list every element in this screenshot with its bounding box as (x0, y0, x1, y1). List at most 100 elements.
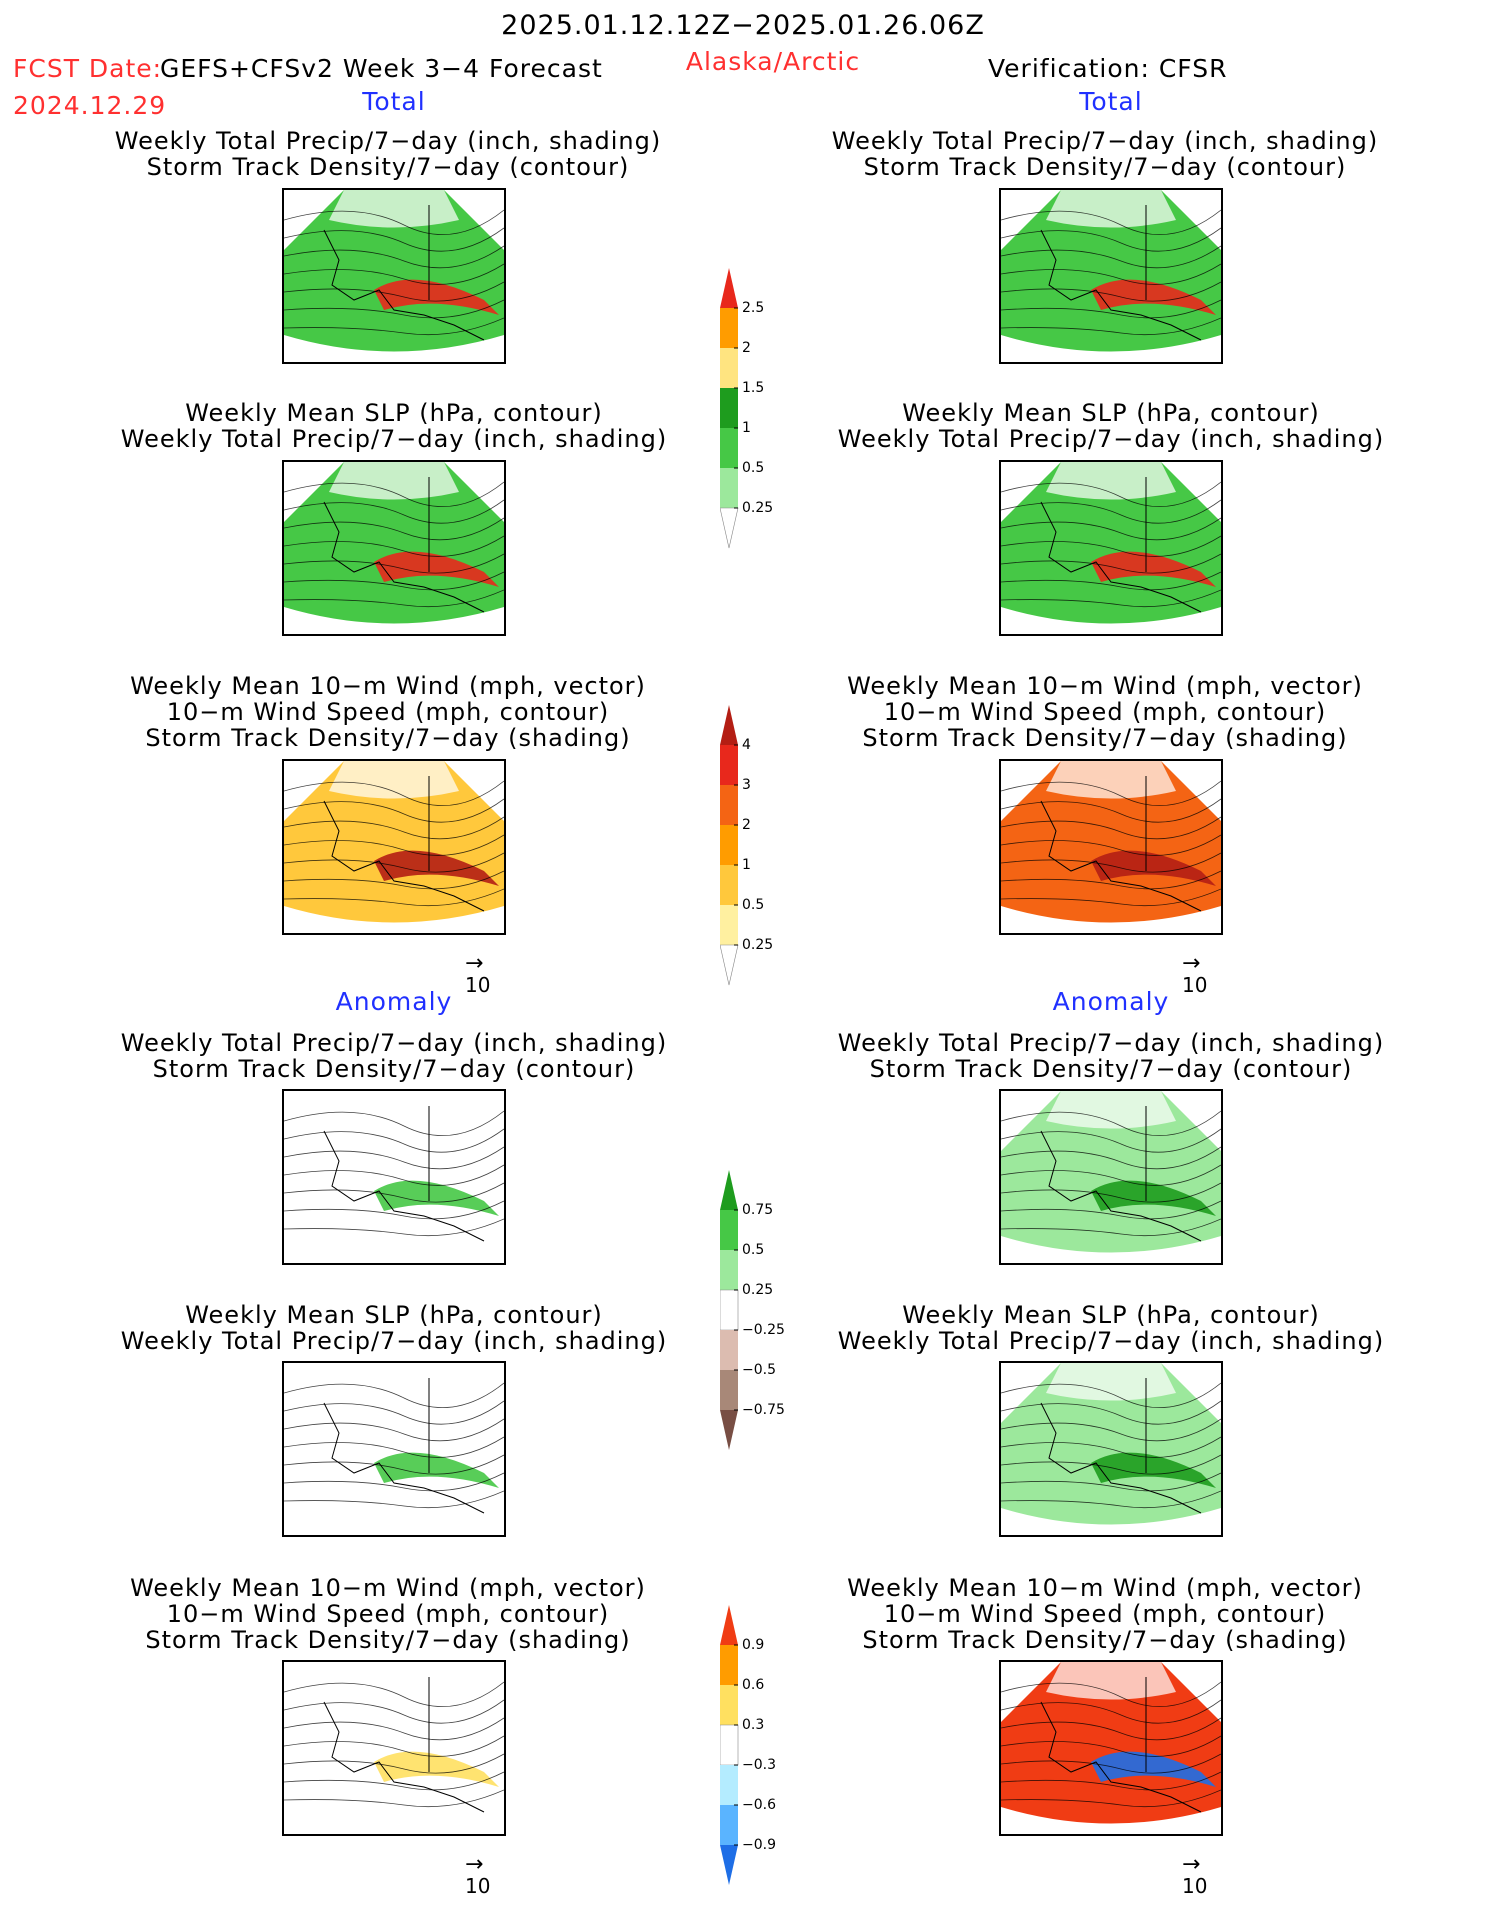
contour-line (284, 535, 504, 557)
contour-line (1001, 1200, 1221, 1220)
colorbar-label: −0.9 (742, 1837, 776, 1853)
colorbar-label: −0.75 (742, 1402, 785, 1418)
contour-line (284, 888, 504, 907)
contour-line (284, 1436, 504, 1458)
colorbar-label: 1 (742, 420, 751, 436)
colorbar-svg (719, 1170, 739, 1450)
contour-line (1001, 299, 1221, 319)
shading-region (1046, 1363, 1176, 1401)
title-precip-storm: Weekly Total Precip/7−day (inch, shading… (115, 128, 661, 180)
contour-line (284, 1218, 504, 1237)
title-precip-storm: Weekly Total Precip/7−day (inch, shading… (121, 1030, 667, 1082)
colorbar-segment (720, 1250, 738, 1290)
contour-line (284, 1717, 504, 1741)
map-panel (999, 759, 1223, 935)
shading-region (1046, 190, 1176, 228)
colorbar-segment (720, 1170, 738, 1210)
title-line: Weekly Total Precip/7−day (inch, shading… (120, 1327, 668, 1355)
colorbar-label: −0.5 (742, 1362, 776, 1378)
coastline (1040, 1402, 1202, 1514)
coastline (323, 1402, 485, 1514)
colorbar-label: 0.25 (742, 937, 774, 953)
title-line: Weekly Mean SLP (hPa, contour) (902, 399, 1320, 427)
colorbar-segment (720, 1330, 738, 1370)
contour-line (284, 780, 504, 806)
shading-region (1046, 1091, 1176, 1129)
colorbar-label: 1 (742, 857, 751, 873)
contour-line (1001, 1400, 1221, 1425)
map-svg (1001, 1091, 1221, 1253)
vector-reference-value: 10 (465, 1874, 491, 1898)
title-line: Weekly Mean 10−m Wind (mph, vector) (847, 1574, 1363, 1602)
colorbar-segment (720, 428, 738, 468)
colorbar-segment (720, 1370, 738, 1410)
contour-line (1001, 1418, 1221, 1442)
colorbar-label: 1.5 (742, 380, 765, 396)
contour-line (1001, 1490, 1221, 1509)
map-panel (999, 188, 1223, 364)
coastline (1040, 800, 1202, 912)
map-panel (282, 1660, 506, 1836)
map-svg (284, 1363, 504, 1525)
vector-reference-value: 10 (1182, 973, 1208, 997)
contour-line (284, 1382, 504, 1408)
arrow-right-icon: → (465, 951, 484, 976)
colorbar-label: 0.9 (742, 1637, 765, 1653)
title-line: Weekly Total Precip/7−day (inch, shading… (831, 127, 1379, 155)
contour-line (1001, 589, 1221, 608)
colorbar-svg (719, 268, 739, 549)
title-line: 10−m Wind Speed (mph, contour) (883, 698, 1327, 726)
title-line: Weekly Total Precip/7−day (inch, shading… (120, 425, 668, 453)
title-line: Weekly Mean SLP (hPa, contour) (185, 399, 603, 427)
contour-line (1001, 1699, 1221, 1724)
map-panel (999, 1361, 1223, 1537)
shading-region (1046, 1662, 1176, 1700)
contour-line (284, 1200, 504, 1220)
colorbar-label: 0.5 (742, 460, 765, 476)
contour-line (1001, 281, 1221, 302)
shading-region (1046, 462, 1176, 500)
contour-line (284, 1490, 504, 1509)
title-line: Weekly Mean SLP (hPa, contour) (902, 1301, 1320, 1329)
title-wind-storm: Weekly Mean 10−m Wind (mph, vector) 10−m… (847, 1575, 1363, 1653)
colorbar-label: 0.25 (742, 500, 774, 516)
contour-line (284, 281, 504, 302)
colorbar-svg (719, 1605, 739, 1885)
contour-line (284, 263, 504, 285)
contour-line (1001, 852, 1221, 873)
storm-band (1091, 1180, 1216, 1216)
storm-band (374, 1751, 499, 1787)
storm-band (1091, 1452, 1216, 1488)
storm-band (1091, 1751, 1216, 1787)
contour-line (284, 1681, 504, 1707)
shading-region (1046, 761, 1176, 799)
contour-line (284, 317, 504, 336)
contour-line (1001, 1735, 1221, 1757)
title-line: Weekly Mean 10−m Wind (mph, vector) (847, 672, 1363, 700)
vector-reference: → 10 (465, 1854, 491, 1899)
colorbar-precip-total: 2.5 2 1.5 1 0.5 0.25 (719, 268, 773, 554)
contour-line (1001, 317, 1221, 336)
section-anomaly-left: Anomaly (335, 987, 453, 1016)
contour-line (1001, 1182, 1221, 1203)
contour-line (1001, 553, 1221, 574)
contour-line (284, 1789, 504, 1808)
colorbar-segment (719, 507, 739, 549)
contour-line (1001, 1789, 1221, 1808)
map-panel (282, 1089, 506, 1265)
contour-line (1001, 834, 1221, 856)
title-line: Weekly Mean 10−m Wind (mph, vector) (130, 1574, 646, 1602)
colorbar-segment (720, 745, 738, 785)
shading-region (329, 462, 459, 500)
contour-line (1001, 227, 1221, 252)
colorbar-segment (719, 1724, 739, 1766)
shading-region (329, 1662, 459, 1700)
map-panel (999, 1660, 1223, 1836)
map-svg (1001, 761, 1221, 923)
storm-band (374, 279, 499, 315)
map-svg (1001, 1363, 1221, 1525)
title-line: Storm Track Density/7−day (shading) (862, 1626, 1348, 1654)
title-line: Storm Track Density/7−day (contour) (146, 153, 630, 181)
contour-line (1001, 1164, 1221, 1186)
contour-line (1001, 798, 1221, 823)
